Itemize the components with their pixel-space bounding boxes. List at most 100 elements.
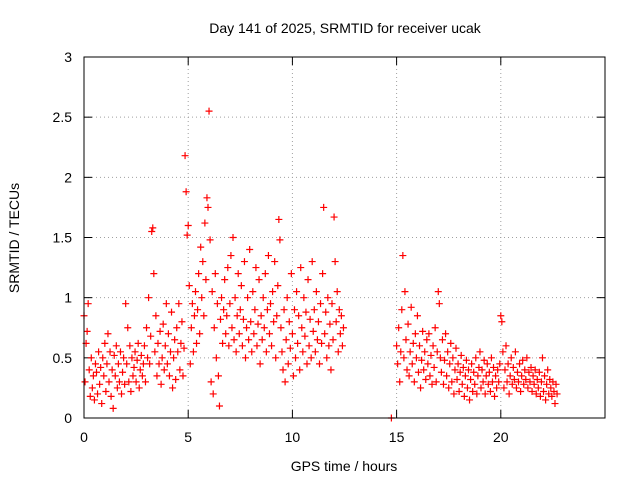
axis-ticks: [83, 56, 605, 419]
data-point: [541, 372, 549, 380]
data-point: [219, 339, 227, 347]
data-point: [295, 312, 303, 320]
x-tick-label: 5: [184, 429, 192, 445]
data-point: [273, 312, 281, 320]
data-point: [242, 354, 250, 362]
data-point: [519, 356, 527, 364]
data-point: [499, 348, 507, 356]
data-point: [261, 270, 269, 278]
data-point: [100, 372, 108, 380]
data-point: [423, 336, 431, 344]
data-point: [490, 363, 498, 371]
data-point: [123, 360, 131, 368]
data-point: [527, 363, 535, 371]
data-point: [110, 351, 118, 359]
data-point: [143, 324, 151, 332]
data-point: [89, 372, 97, 380]
data-point: [232, 348, 240, 356]
data-point: [120, 354, 128, 362]
data-points: [80, 107, 561, 422]
data-point: [299, 348, 307, 356]
data-point: [437, 368, 445, 376]
data-point: [414, 368, 422, 376]
data-point: [463, 384, 471, 392]
data-point: [197, 243, 205, 251]
data-point: [103, 360, 111, 368]
data-point: [248, 348, 256, 356]
data-point: [468, 360, 476, 368]
y-tick-label: 0: [64, 410, 72, 426]
data-point: [493, 384, 501, 392]
data-point: [221, 276, 229, 284]
x-tick-label: 0: [80, 429, 88, 445]
data-point: [158, 354, 166, 362]
data-point: [498, 318, 506, 326]
data-point: [494, 366, 502, 374]
data-point: [420, 366, 428, 374]
data-point: [115, 378, 123, 386]
data-point: [534, 384, 542, 392]
data-point: [424, 360, 432, 368]
x-axis-title: GPS time / hours: [291, 458, 398, 474]
data-point: [543, 380, 551, 388]
data-point: [417, 384, 425, 392]
data-point: [114, 360, 122, 368]
data-point: [460, 392, 468, 400]
data-point: [253, 342, 261, 350]
data-point: [174, 348, 182, 356]
data-point: [418, 356, 426, 364]
data-point: [425, 330, 433, 338]
data-point: [446, 360, 454, 368]
data-point: [282, 336, 290, 344]
data-point: [334, 348, 342, 356]
x-tick-label: 10: [285, 429, 301, 445]
data-point: [408, 360, 416, 368]
data-point: [331, 258, 339, 266]
data-point: [477, 384, 485, 392]
data-point: [193, 339, 201, 347]
data-point: [118, 390, 126, 398]
data-point: [136, 366, 144, 374]
data-point: [247, 318, 255, 326]
data-point: [260, 324, 268, 332]
data-point: [300, 294, 308, 302]
data-point: [140, 342, 148, 350]
y-tick-label: 0.5: [53, 350, 73, 366]
data-point: [168, 308, 176, 316]
data-point: [529, 372, 537, 380]
data-point: [292, 354, 300, 362]
data-point: [479, 378, 487, 386]
data-point: [406, 348, 414, 356]
data-point: [530, 380, 538, 388]
data-point: [164, 330, 172, 338]
data-point: [223, 312, 231, 320]
data-point: [246, 246, 254, 254]
data-point: [94, 390, 102, 398]
data-point: [457, 351, 465, 359]
data-point: [428, 380, 436, 388]
data-point: [109, 404, 117, 412]
data-point: [470, 368, 478, 376]
data-point: [449, 354, 457, 362]
data-point: [195, 270, 203, 278]
data-point: [520, 380, 528, 388]
data-point: [173, 324, 181, 332]
data-point: [532, 390, 540, 398]
data-point: [538, 354, 546, 362]
data-point: [97, 363, 105, 371]
data-point: [289, 372, 297, 380]
data-point: [268, 342, 276, 350]
data-point: [186, 360, 194, 368]
data-point: [161, 342, 169, 350]
data-point: [135, 384, 143, 392]
data-point: [147, 332, 155, 340]
data-point: [144, 354, 152, 362]
data-point: [413, 312, 421, 320]
data-point: [83, 327, 91, 335]
data-point: [515, 378, 523, 386]
data-point: [394, 360, 402, 368]
data-point: [327, 366, 335, 374]
data-point: [132, 378, 140, 386]
data-point: [467, 375, 475, 383]
